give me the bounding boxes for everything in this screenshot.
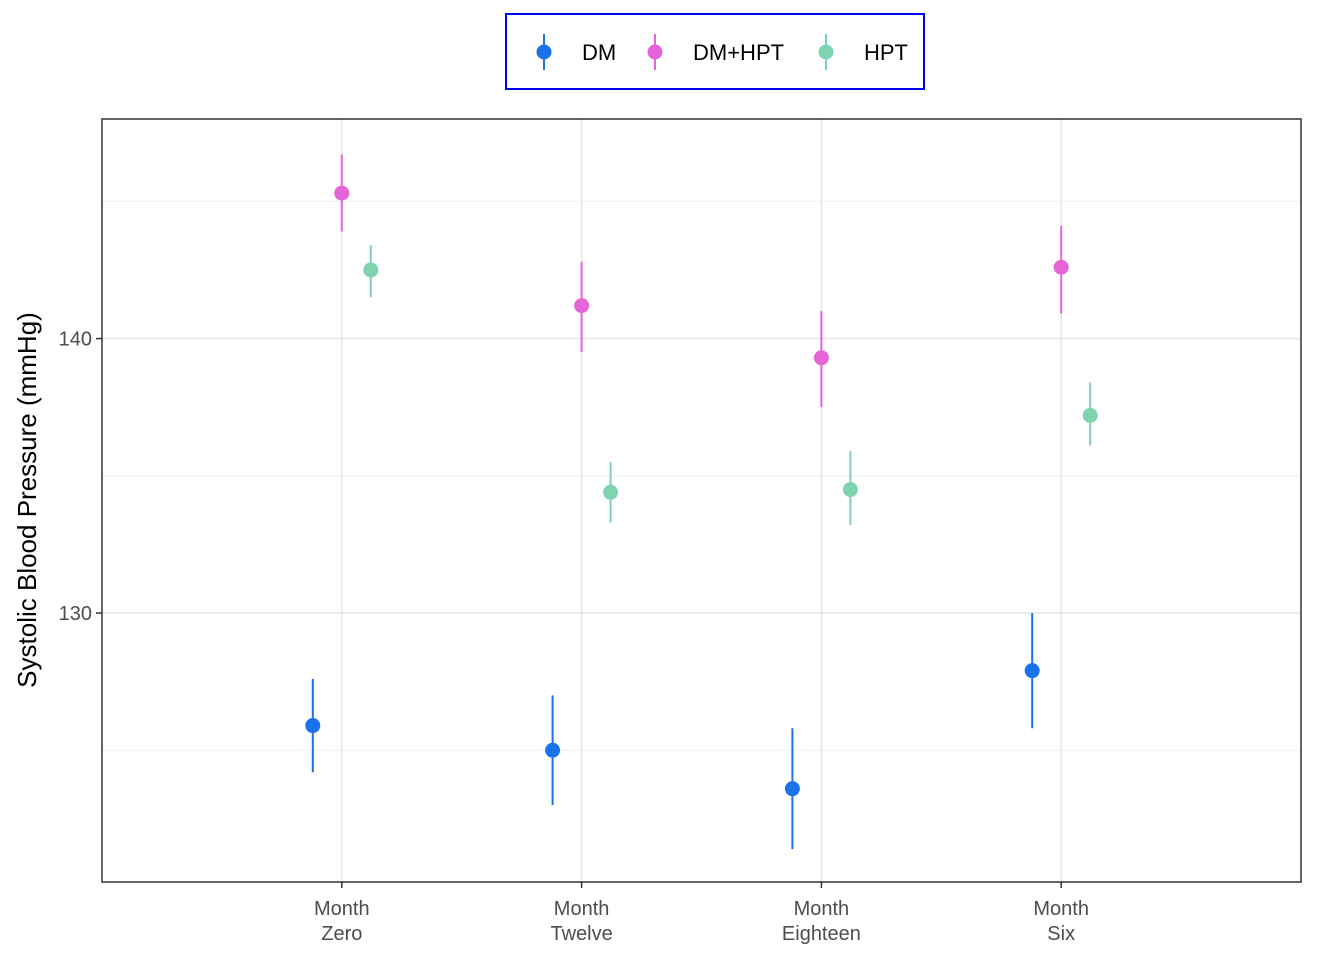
x-tick-label: Month Eighteen [782, 898, 861, 945]
legend: DM DM+HPT HPT [505, 13, 925, 90]
data-point [363, 262, 379, 278]
series-dm [305, 613, 1040, 850]
data-point [784, 781, 800, 797]
plot-background [102, 119, 1301, 882]
plot-border [101, 118, 1302, 883]
grid [102, 119, 1301, 882]
data-point [603, 484, 619, 500]
data-point [545, 742, 561, 758]
y-tick-label: 130 [59, 603, 92, 625]
x-tick-label: Month Six [1033, 898, 1089, 945]
legend-label: DM+HPT [693, 40, 784, 65]
legend-key-point [818, 44, 834, 60]
data-point [813, 350, 829, 366]
legend-label: HPT [864, 40, 908, 65]
data-point [334, 185, 350, 201]
data-marks [305, 154, 1098, 850]
x-tick-label: Month Zero [314, 898, 370, 945]
y-axis: 130 140 [59, 329, 102, 625]
series-dm-hpt [334, 154, 1069, 408]
x-axis: Month Zero Month Twelve Month Eighteen Month Si… [314, 882, 1089, 945]
legend-key-point [647, 44, 663, 60]
legend-key-point [536, 44, 552, 60]
data-point [1053, 259, 1069, 275]
x-tick-label: Month Twelve [550, 898, 612, 945]
legend-box [505, 13, 925, 90]
data-point [574, 298, 590, 314]
data-point [1024, 663, 1040, 679]
y-axis-title: Systolic Blood Pressure (mmHg) [12, 312, 42, 688]
series-hpt [363, 245, 1098, 526]
data-point [842, 482, 858, 498]
y-tick-label: 140 [59, 329, 92, 351]
data-point [305, 718, 321, 734]
legend-label: DM [582, 40, 616, 65]
data-point [1082, 407, 1098, 423]
